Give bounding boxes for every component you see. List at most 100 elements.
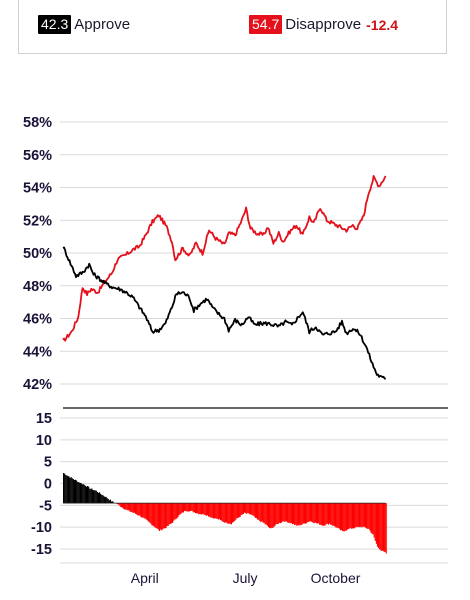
net-bar bbox=[275, 503, 277, 525]
net-bar bbox=[216, 503, 218, 519]
net-bar bbox=[84, 485, 86, 504]
approve-value-badge: 42.3 bbox=[38, 15, 72, 34]
net-bar bbox=[118, 503, 120, 506]
net-bar bbox=[229, 503, 231, 524]
net-bar bbox=[270, 503, 272, 529]
net-bar bbox=[107, 498, 109, 504]
net-bar bbox=[64, 473, 66, 504]
y-tick-label: 15 bbox=[36, 411, 52, 427]
x-tick-label: April bbox=[131, 570, 159, 586]
net-bar bbox=[96, 491, 98, 504]
net-bar bbox=[300, 503, 302, 525]
net-bar bbox=[179, 503, 181, 515]
net-bar bbox=[91, 488, 93, 504]
net-bar bbox=[68, 476, 70, 504]
approve-legend: 42.3 Approve bbox=[38, 15, 130, 34]
net-bar bbox=[189, 503, 191, 512]
net-bar bbox=[129, 503, 131, 512]
net-bar bbox=[173, 503, 175, 521]
net-bar bbox=[336, 503, 338, 528]
net-bar bbox=[215, 503, 217, 519]
net-bar bbox=[132, 503, 134, 513]
y-tick-label: 54% bbox=[23, 181, 52, 197]
net-bar bbox=[71, 478, 73, 504]
net-bar bbox=[195, 503, 198, 514]
net-bar bbox=[237, 503, 239, 518]
net-bar bbox=[304, 503, 307, 524]
y-tick-label: 58% bbox=[23, 115, 52, 131]
net-bar bbox=[316, 503, 319, 524]
net-bar bbox=[248, 503, 250, 514]
net-bar bbox=[110, 501, 113, 504]
net-bar bbox=[308, 503, 310, 522]
net-bar bbox=[250, 503, 252, 515]
net-bar bbox=[182, 503, 185, 513]
y-tick-label: 48% bbox=[23, 279, 52, 295]
net-bar bbox=[230, 503, 233, 525]
net-bar bbox=[384, 503, 386, 553]
net-bar bbox=[242, 503, 244, 514]
net-bar bbox=[108, 500, 110, 504]
net-bar bbox=[164, 503, 166, 529]
net-bar bbox=[263, 503, 265, 524]
net-bar bbox=[226, 503, 228, 524]
net-bar bbox=[128, 503, 130, 511]
net-bar bbox=[357, 503, 359, 527]
net-bar bbox=[201, 503, 203, 515]
net-bar bbox=[190, 503, 192, 511]
net-bar bbox=[257, 503, 259, 520]
net-bar bbox=[209, 503, 211, 517]
net-bar bbox=[69, 477, 71, 504]
y-tick-label: -5 bbox=[39, 498, 52, 514]
net-bar bbox=[95, 490, 97, 504]
net-bar bbox=[253, 503, 255, 517]
net-bar bbox=[192, 503, 194, 513]
net-bar bbox=[322, 503, 324, 526]
net-bar bbox=[228, 503, 230, 524]
net-bar bbox=[155, 503, 157, 529]
net-bar bbox=[227, 503, 229, 524]
net-bar bbox=[370, 503, 372, 533]
net-area bbox=[63, 473, 387, 554]
net-bar bbox=[340, 503, 343, 531]
net-bar bbox=[255, 503, 258, 519]
net-bar bbox=[267, 503, 270, 528]
net-bar bbox=[162, 503, 164, 530]
net-bar bbox=[311, 503, 313, 523]
net-bar bbox=[85, 486, 88, 504]
net-bar bbox=[120, 503, 122, 508]
net-bar bbox=[287, 503, 289, 523]
net-bar bbox=[213, 503, 215, 519]
net-bar bbox=[320, 503, 322, 525]
net-bar bbox=[342, 503, 344, 532]
net-bar bbox=[310, 503, 312, 522]
net-bar bbox=[356, 503, 358, 528]
net-bar bbox=[109, 499, 112, 504]
net-bar bbox=[296, 503, 298, 526]
y-tick-label: -10 bbox=[31, 520, 52, 536]
net-bar bbox=[333, 503, 335, 526]
y-tick-label: 42% bbox=[23, 377, 52, 393]
net-bar bbox=[137, 503, 139, 516]
approval-lines bbox=[62, 175, 387, 380]
net-bar bbox=[181, 503, 183, 513]
net-bar bbox=[146, 503, 149, 521]
legend-panel: 42.3 Approve 54.7 Disapprove -12.4 bbox=[18, 0, 447, 54]
net-bar bbox=[126, 503, 128, 510]
net-bar bbox=[214, 503, 216, 519]
net-bar bbox=[346, 503, 348, 531]
net-bar bbox=[204, 503, 206, 516]
bottom-y-axis-labels: 15 10 5 0 -5 -10 -15 bbox=[31, 411, 52, 558]
net-bar bbox=[239, 503, 241, 517]
net-bar bbox=[174, 503, 176, 520]
net-bar bbox=[81, 484, 83, 504]
net-bar bbox=[321, 503, 323, 526]
net-bar bbox=[286, 503, 288, 522]
net-bar bbox=[167, 503, 169, 526]
net-bar bbox=[82, 484, 84, 504]
net-bar bbox=[258, 503, 260, 520]
net-bar bbox=[197, 503, 199, 514]
y-tick-label: 44% bbox=[23, 344, 52, 360]
net-bar bbox=[80, 482, 82, 504]
net-bar bbox=[238, 503, 240, 518]
